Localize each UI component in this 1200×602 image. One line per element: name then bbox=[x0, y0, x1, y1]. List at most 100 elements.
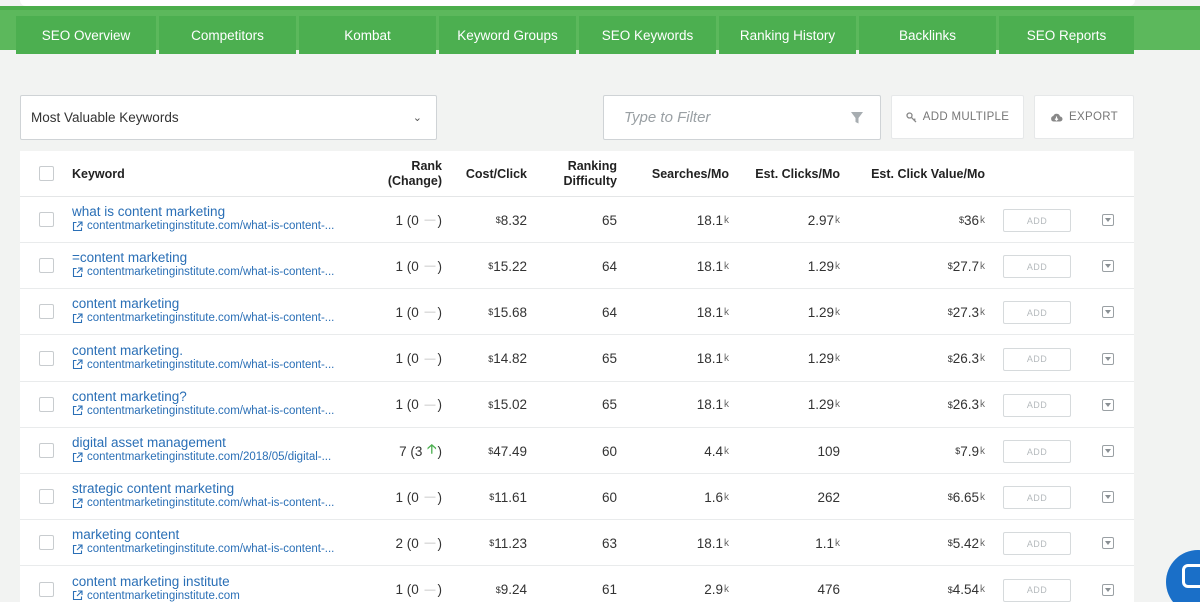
keyword-link[interactable]: what is content marketing bbox=[72, 204, 226, 219]
filter-input[interactable] bbox=[624, 109, 850, 126]
clicks-value: 1.29 bbox=[807, 397, 834, 413]
rank-change: 0 bbox=[411, 489, 419, 505]
k-suffix: k bbox=[724, 491, 729, 503]
row-checkbox[interactable] bbox=[39, 535, 54, 551]
row-menu-dropdown-icon[interactable] bbox=[1102, 398, 1114, 411]
row-menu-dropdown-icon[interactable] bbox=[1102, 352, 1114, 365]
ranking-url-link[interactable]: contentmarketinginstitute.com/what-is-co… bbox=[72, 220, 372, 232]
rank-change: 0 bbox=[411, 582, 419, 598]
external-link-icon bbox=[72, 590, 83, 601]
tab-backlinks[interactable]: Backlinks bbox=[859, 16, 996, 54]
chat-widget-button[interactable] bbox=[1166, 550, 1200, 602]
tab-competitors[interactable]: Competitors bbox=[159, 16, 296, 54]
rank-value: 1 bbox=[395, 397, 403, 413]
no-change-dash-icon: — bbox=[424, 491, 436, 504]
k-suffix: k bbox=[980, 445, 985, 457]
row-checkbox[interactable] bbox=[39, 489, 54, 505]
keyword-link[interactable]: content marketing institute bbox=[72, 573, 230, 589]
keyword-link[interactable]: marketing content bbox=[72, 527, 180, 543]
clicks-value: 1.29 bbox=[807, 258, 834, 274]
row-checkbox[interactable] bbox=[39, 212, 54, 227]
export-button[interactable]: EXPORT bbox=[1034, 95, 1134, 139]
tab-ranking-history[interactable]: Ranking History bbox=[719, 16, 856, 54]
header-searches-mo[interactable]: Searches/Mo bbox=[651, 166, 729, 181]
k-suffix: k bbox=[724, 260, 729, 272]
ranking-url-link[interactable]: contentmarketinginstitute.com/what-is-co… bbox=[72, 497, 372, 509]
row-menu-dropdown-icon[interactable] bbox=[1102, 583, 1114, 596]
no-change-dash-icon: — bbox=[424, 398, 436, 411]
ranking-url: contentmarketinginstitute.com/what-is-co… bbox=[87, 220, 335, 232]
add-keyword-button[interactable]: ADD bbox=[1003, 486, 1071, 510]
cost-value: 47.49 bbox=[493, 443, 527, 459]
keyword-link[interactable]: strategic content marketing bbox=[72, 481, 235, 497]
add-keyword-button[interactable]: ADD bbox=[1003, 440, 1071, 463]
k-suffix: k bbox=[980, 537, 985, 549]
header-cost-click[interactable]: Cost/Click bbox=[465, 166, 527, 181]
rank-value: 2 bbox=[395, 535, 403, 551]
row-checkbox[interactable] bbox=[39, 304, 54, 320]
clicks-cell: 2.97 k bbox=[740, 197, 840, 243]
header-ranking-difficulty[interactable]: Ranking Difficulty bbox=[540, 151, 617, 197]
difficulty-cell: 64 bbox=[601, 304, 617, 320]
add-keyword-button[interactable]: ADD bbox=[1003, 209, 1071, 232]
k-suffix: k bbox=[724, 214, 729, 226]
keyword-view-select[interactable]: Most Valuable Keywords ⌄ bbox=[20, 95, 437, 140]
keyword-link[interactable]: content marketing bbox=[72, 296, 180, 312]
ranking-url-link[interactable]: contentmarketinginstitute.com/what-is-co… bbox=[72, 405, 372, 417]
funnel-icon[interactable] bbox=[850, 111, 864, 125]
ranking-url-link[interactable]: contentmarketinginstitute.com bbox=[72, 590, 372, 602]
row-menu-dropdown-icon[interactable] bbox=[1102, 214, 1114, 226]
header-est-clicks-mo[interactable]: Est. Clicks/Mo bbox=[755, 166, 840, 181]
tab-seo-keywords[interactable]: SEO Keywords bbox=[579, 16, 716, 54]
row-checkbox[interactable] bbox=[39, 581, 54, 597]
clicks-value: 476 bbox=[817, 582, 840, 598]
ranking-url-link[interactable]: contentmarketinginstitute.com/what-is-co… bbox=[72, 312, 372, 324]
add-multiple-button[interactable]: ADD MULTIPLE bbox=[891, 95, 1024, 139]
add-keyword-button[interactable]: ADD bbox=[1003, 578, 1071, 602]
row-menu-dropdown-icon[interactable] bbox=[1102, 445, 1114, 457]
header-est-click-value-mo[interactable]: Est. Click Value/Mo bbox=[871, 166, 985, 181]
rank-change: 3 bbox=[414, 443, 423, 459]
rank-cell: 1 (0 —) bbox=[395, 212, 442, 228]
tab-seo-overview[interactable]: SEO Overview bbox=[16, 16, 156, 54]
ranking-url-link[interactable]: contentmarketinginstitute.com/what-is-co… bbox=[72, 266, 372, 278]
add-keyword-button[interactable]: ADD bbox=[1003, 347, 1071, 371]
no-change-dash-icon: — bbox=[424, 583, 436, 596]
clicks-value: 1.1 bbox=[815, 535, 834, 551]
difficulty-cell: 60 bbox=[601, 489, 617, 505]
ranking-url-link[interactable]: contentmarketinginstitute.com/what-is-co… bbox=[72, 543, 372, 555]
row-menu-dropdown-icon[interactable] bbox=[1102, 537, 1114, 550]
rank-value: 1 bbox=[395, 582, 403, 598]
row-menu-dropdown-icon[interactable] bbox=[1102, 260, 1114, 273]
row-checkbox[interactable] bbox=[39, 443, 54, 458]
tab-kombat[interactable]: Kombat bbox=[299, 16, 436, 54]
cost-cell: $47.49 bbox=[488, 443, 527, 459]
keyword-link[interactable]: content marketing. bbox=[72, 342, 184, 358]
header-keyword[interactable]: Keyword bbox=[72, 166, 125, 181]
rank-cell: 1 (0 —) bbox=[395, 582, 442, 598]
key-icon bbox=[906, 111, 917, 122]
tab-seo-reports[interactable]: SEO Reports bbox=[999, 16, 1134, 54]
external-link-icon bbox=[72, 498, 83, 508]
ranking-url-link[interactable]: contentmarketinginstitute.com/what-is-co… bbox=[72, 359, 372, 371]
add-keyword-button[interactable]: ADD bbox=[1003, 255, 1071, 279]
add-keyword-button[interactable]: ADD bbox=[1003, 532, 1071, 556]
arrow-up-icon: 🡡 bbox=[427, 441, 437, 456]
tab-keyword-groups[interactable]: Keyword Groups bbox=[439, 16, 576, 54]
searches-cell: 18.1 k bbox=[630, 197, 729, 243]
keyword-link[interactable]: digital asset management bbox=[72, 435, 226, 450]
row-menu-dropdown-icon[interactable] bbox=[1102, 491, 1114, 504]
row-checkbox[interactable] bbox=[39, 350, 54, 366]
keyword-link[interactable]: =content marketing bbox=[72, 250, 188, 266]
clicks-cell: 1.29 k bbox=[740, 336, 840, 382]
select-all-checkbox[interactable] bbox=[39, 166, 54, 181]
table-row: content marketing. contentmarketinginsti… bbox=[20, 336, 1134, 382]
ranking-url-link[interactable]: contentmarketinginstitute.com/2018/05/di… bbox=[72, 451, 372, 463]
add-keyword-button[interactable]: ADD bbox=[1003, 301, 1071, 325]
row-checkbox[interactable] bbox=[39, 258, 54, 274]
header-rank[interactable]: Rank (Change) bbox=[375, 151, 442, 197]
row-menu-dropdown-icon[interactable] bbox=[1102, 306, 1114, 319]
keyword-link[interactable]: content marketing? bbox=[72, 388, 187, 404]
row-checkbox[interactable] bbox=[39, 396, 54, 412]
add-keyword-button[interactable]: ADD bbox=[1003, 393, 1071, 417]
